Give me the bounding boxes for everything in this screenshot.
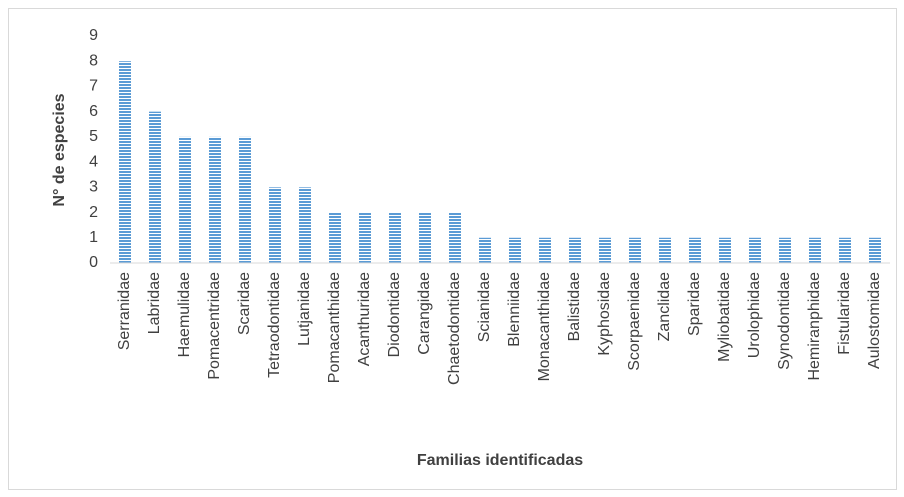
bar (779, 237, 791, 263)
bar (689, 237, 701, 263)
x-tick-label: Haemulidae (176, 272, 193, 357)
x-tick-label: Fistularidae (836, 272, 853, 355)
bar (719, 237, 731, 263)
bar (659, 237, 671, 263)
x-tick-label: Lutjanidae (296, 272, 313, 346)
bar (809, 237, 821, 263)
y-tick-label: 2 (89, 204, 98, 221)
bar (539, 237, 551, 263)
y-tick-label: 7 (89, 78, 98, 95)
bar (269, 187, 281, 263)
bar (749, 237, 761, 263)
x-tick-label: Myliobatidae (716, 272, 733, 362)
bar (419, 212, 431, 263)
bar (239, 136, 251, 263)
y-tick-label: 5 (89, 128, 98, 145)
x-tick-label: Aulostomidae (866, 272, 883, 369)
y-tick-label: 9 (89, 27, 98, 44)
bar (359, 212, 371, 263)
y-tick-label: 6 (89, 103, 98, 120)
bar (209, 136, 221, 263)
x-tick-label: Synodontidae (776, 272, 793, 370)
x-tick-label: Hemiranphidae (806, 272, 823, 381)
x-tick-label: Pomacanthidae (326, 272, 343, 383)
x-tick-label: Labridae (146, 272, 163, 334)
x-tick-label: Urolophidae (746, 272, 763, 358)
x-tick-label: Diodontidae (386, 272, 403, 358)
x-tick-label: Scianidae (476, 272, 493, 342)
x-tick-label: Monacanthidae (536, 272, 553, 382)
y-tick-label: 4 (89, 153, 98, 170)
bar (449, 212, 461, 263)
x-tick-label: Kyphosidae (596, 272, 613, 356)
y-tick-label: 8 (89, 52, 98, 69)
bar (569, 237, 581, 263)
bar (149, 111, 161, 264)
bar (119, 61, 131, 263)
x-tick-label: Sparidae (686, 272, 703, 336)
x-tick-label: Zanclidae (656, 272, 673, 341)
x-tick-label: Chaetodontidae (446, 272, 463, 385)
bar (179, 136, 191, 263)
x-tick-label: Carangidae (416, 272, 433, 355)
bar (599, 237, 611, 263)
y-tick-label: 0 (89, 254, 98, 271)
x-tick-label: Balistidae (566, 272, 583, 341)
x-tick-label: Tetraodontidae (266, 272, 283, 378)
y-tick-label: 1 (89, 229, 98, 246)
bar (389, 212, 401, 263)
x-tick-label: Pomacentridae (206, 272, 223, 380)
x-tick-label: Scaridae (236, 272, 253, 335)
x-tick-label: Serranidae (116, 272, 133, 350)
x-tick-label: Blenniidae (506, 272, 523, 347)
bar (509, 237, 521, 263)
bar (869, 237, 881, 263)
x-axis-title: Familias identificadas (417, 452, 583, 469)
bar (299, 187, 311, 263)
bar (839, 237, 851, 263)
bar (629, 237, 641, 263)
y-axis-title: N° de especies (51, 93, 68, 206)
bar (329, 212, 341, 263)
y-tick-label: 3 (89, 179, 98, 196)
bar (479, 237, 491, 263)
x-tick-label: Scorpaenidae (626, 272, 643, 371)
x-tick-label: Acanthuridae (356, 272, 373, 366)
